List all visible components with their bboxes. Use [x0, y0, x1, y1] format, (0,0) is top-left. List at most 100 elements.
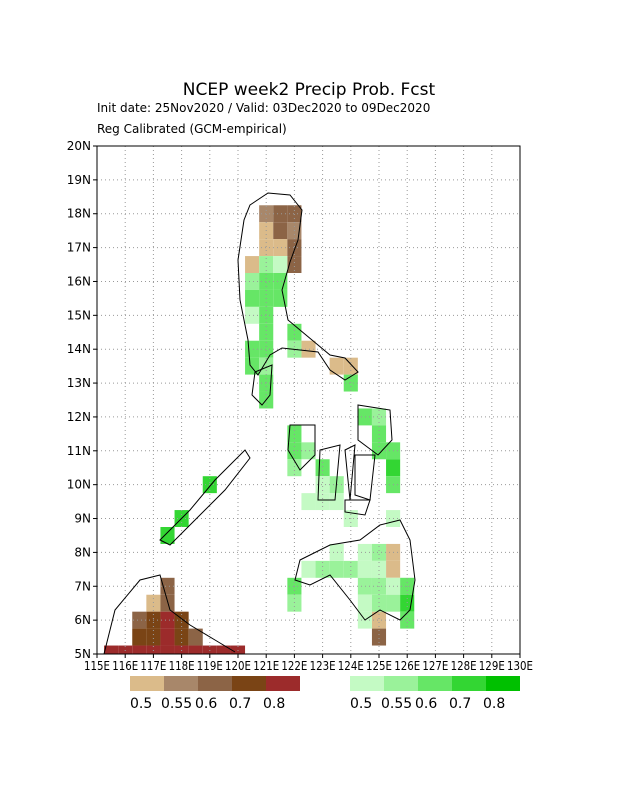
cell-layer [104, 205, 415, 654]
y-tick-label: 19N [67, 173, 91, 187]
prob-cell [273, 256, 288, 273]
prob-cell [245, 256, 260, 273]
x-tick-label: 130E [507, 659, 533, 673]
prob-cell [371, 628, 387, 646]
legend-swatch [164, 676, 198, 691]
legend: 0.5 0.55 0.6 0.7 0.8 0.5 0.55 0.6 0.7 0.8 [130, 676, 520, 712]
prob-cell [245, 289, 260, 307]
legend-label: 0.55 [161, 696, 192, 712]
prob-cell [273, 222, 288, 240]
prob-cell [329, 493, 344, 511]
prob-cell [146, 628, 161, 646]
coast-panay [287, 424, 316, 471]
y-tick-label: 14N [67, 342, 91, 356]
x-tick-label: 118E [169, 659, 195, 673]
y-tick-label: 16N [67, 274, 91, 288]
prob-cell [301, 493, 316, 511]
prob-cell [287, 205, 302, 223]
y-tick-label: 9N [74, 512, 91, 526]
coastline [103, 192, 416, 655]
x-tick-label: 121E [253, 659, 279, 673]
legend-label: 0.55 [381, 696, 412, 712]
legend-label: 0.8 [483, 696, 505, 712]
x-tick-label: 122E [281, 659, 307, 673]
coast-mindoro [251, 364, 273, 406]
y-tick-label: 17N [67, 241, 91, 255]
prob-cell [259, 205, 274, 223]
prob-cell [315, 459, 330, 477]
prob-cell [202, 645, 217, 654]
legend-label: 0.7 [229, 696, 251, 712]
legend-swatch [198, 676, 232, 691]
prob-cell [160, 645, 175, 654]
y-tick-label: 10N [67, 478, 91, 492]
prob-cell [273, 273, 288, 290]
title: NCEP week2 Precip Prob. Fcst [183, 80, 436, 100]
legend-label: 0.7 [449, 696, 471, 712]
prob-cell [371, 594, 387, 612]
prob-cell [371, 560, 387, 578]
legend-swatch [350, 676, 384, 691]
coast-borneo [103, 574, 236, 655]
legend-label: 0.6 [415, 696, 437, 712]
x-tick-label: 128E [451, 659, 477, 673]
coast-leyte [354, 454, 376, 501]
prob-cell [371, 425, 387, 443]
y-tick-label: 6N [74, 613, 91, 627]
prob-cell [216, 645, 231, 654]
prob-cell [287, 239, 302, 257]
prob-cell [118, 645, 133, 654]
legend-label: 0.8 [263, 696, 285, 712]
x-tick-label: 120E [225, 659, 251, 673]
legend-label: 0.5 [350, 696, 372, 712]
prob-cell [245, 357, 260, 375]
y-tick-label: 12N [67, 410, 91, 424]
legend-label: 0.6 [195, 696, 217, 712]
prob-cell [174, 645, 189, 654]
prob-cell [259, 374, 274, 392]
legend-swatch [266, 676, 300, 691]
y-tick-label: 13N [67, 376, 91, 390]
x-tick-label: 123E [310, 659, 336, 673]
prob-cell [259, 256, 274, 273]
legend-label: 0.5 [130, 696, 152, 712]
coast-palawan [159, 449, 251, 546]
prob-cell [259, 273, 274, 290]
prob-cell [104, 645, 119, 654]
prob-cell [371, 543, 387, 561]
legend-swatch [384, 676, 418, 691]
prob-cell [146, 594, 161, 612]
y-tick-label: 20N [67, 139, 91, 153]
prob-cell [357, 577, 372, 595]
prob-cell [357, 408, 372, 426]
prob-cell [329, 357, 344, 375]
coast-bohol [344, 499, 371, 516]
prob-cell [329, 543, 344, 561]
prob-cell [188, 628, 203, 646]
prob-cell [160, 594, 175, 612]
prob-cell [315, 560, 330, 578]
frame [96, 145, 521, 655]
legend-swatch [418, 676, 452, 691]
prob-cell [287, 425, 302, 443]
prob-cell [273, 205, 288, 223]
legend-swatch [486, 676, 520, 691]
prob-cell [174, 628, 189, 646]
prob-cell [357, 594, 372, 612]
x-tick-label: 129E [479, 659, 505, 673]
prob-cell [259, 323, 274, 341]
x-tick-label: 116E [112, 659, 138, 673]
coast-negros [317, 444, 341, 501]
prob-cell [287, 459, 302, 477]
x-tick-label: 127E [422, 659, 448, 673]
prob-cell [301, 442, 316, 460]
prob-cell [301, 560, 316, 578]
subtitle: Init date: 25Nov2020 / Valid: 03Dec2020 … [97, 101, 430, 115]
legend-swatch [452, 676, 486, 691]
prob-cell [132, 645, 147, 654]
coast-samar [357, 404, 393, 456]
x-tick-label: 115E [84, 659, 110, 673]
prob-cell [343, 560, 358, 578]
prob-cell [357, 543, 372, 561]
